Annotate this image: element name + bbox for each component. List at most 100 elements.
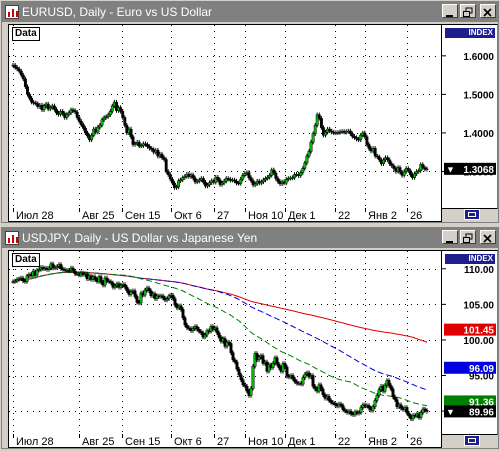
chart-window-icon[interactable] — [5, 5, 19, 19]
candle — [387, 378, 391, 388]
moving-average-line — [12, 271, 428, 343]
candle — [48, 105, 52, 112]
scale-toggle-button[interactable] — [464, 209, 480, 220]
candle — [165, 296, 169, 303]
svg-text:91.36: 91.36 — [469, 397, 494, 408]
price-badge: ▼ 1.3068 — [444, 162, 496, 176]
candle — [143, 287, 147, 298]
candle — [160, 151, 164, 160]
candle — [115, 99, 118, 113]
time-tick-label: Сен 15 — [125, 436, 160, 448]
candle — [253, 181, 257, 188]
restore-button[interactable] — [460, 230, 476, 244]
candle — [135, 294, 139, 305]
candle — [75, 109, 79, 120]
candle — [389, 383, 393, 392]
candle — [276, 176, 280, 184]
data-label[interactable]: Data — [12, 253, 40, 267]
candle — [110, 103, 114, 114]
candle — [375, 393, 379, 403]
candle — [167, 293, 171, 301]
candle — [343, 407, 347, 414]
candle — [255, 351, 259, 363]
time-tick-label: 27 — [217, 210, 229, 222]
candle — [357, 410, 361, 416]
candle — [25, 273, 29, 284]
candle — [185, 322, 189, 331]
candle — [181, 175, 185, 183]
candle — [208, 180, 212, 188]
candle — [121, 109, 125, 120]
candle — [349, 408, 353, 417]
candle — [191, 172, 195, 181]
candle — [203, 332, 207, 340]
candle — [23, 76, 27, 89]
candle — [245, 384, 249, 394]
time-tick-label: Янв 2 — [368, 210, 397, 222]
window-title-bar[interactable]: USDJPY, Daily - US Dollar vs Japanese Ye… — [2, 228, 498, 248]
time-axis[interactable]: Июл 28 Авг 25 Сен 15 Окт 6 27 Ноя 10 Дек 1 22 Ян… — [8, 434, 442, 448]
candle — [319, 116, 323, 130]
candle — [181, 307, 185, 321]
candle — [241, 377, 245, 387]
candle — [224, 176, 228, 184]
candle — [15, 65, 19, 72]
candle — [26, 84, 29, 97]
candle — [106, 112, 110, 119]
price-axis[interactable]: 110.00105.00100.0095.0090.00101.4596.099… — [442, 250, 498, 435]
candle — [313, 384, 317, 392]
candle — [32, 99, 36, 106]
price-plot-area[interactable]: Data — [8, 250, 442, 435]
candle — [423, 406, 427, 413]
candle — [164, 157, 168, 174]
candle — [264, 176, 267, 183]
data-label[interactable]: Data — [12, 27, 40, 41]
candle — [309, 139, 313, 154]
minimize-button[interactable] — [442, 230, 458, 244]
price-tick-label: 1.6000 — [463, 52, 494, 63]
candle — [363, 130, 367, 139]
time-tick-label: Окт 6 — [174, 210, 202, 222]
candle — [333, 401, 337, 407]
candle — [146, 142, 149, 149]
candle — [149, 288, 153, 298]
candle — [239, 372, 243, 382]
close-button[interactable] — [480, 230, 496, 244]
minimize-icon — [446, 241, 453, 243]
minimize-button[interactable] — [442, 4, 458, 18]
candle — [21, 275, 25, 284]
candle — [199, 329, 203, 335]
candle — [407, 411, 411, 419]
restore-button[interactable] — [460, 4, 476, 18]
candle — [293, 376, 297, 385]
time-axis[interactable]: Июл 28 Авг 25 Сен 15 Окт 6 27 Ноя 10 Дек 1 22 Ян… — [8, 208, 442, 222]
moving-average-line — [12, 271, 428, 407]
candle — [391, 386, 395, 400]
scale-toggle-button[interactable] — [464, 435, 480, 446]
candle — [98, 123, 102, 130]
candle — [144, 141, 147, 147]
close-button[interactable] — [480, 4, 496, 18]
candle — [183, 315, 187, 328]
index-badge[interactable]: INDEX — [445, 28, 495, 38]
candle — [235, 359, 239, 372]
candle — [13, 62, 17, 70]
candle — [341, 403, 345, 412]
candle — [235, 178, 238, 186]
window-title-bar[interactable]: EURUSD, Daily - Euro vs US Dollar — [2, 2, 498, 22]
candle — [290, 175, 294, 181]
candle — [339, 401, 343, 408]
index-badge[interactable]: INDEX — [445, 254, 495, 264]
candle — [377, 154, 381, 163]
candle — [359, 405, 363, 415]
last-price-marker-icon: ▼ — [446, 164, 455, 174]
candle — [367, 403, 371, 411]
candle — [69, 107, 73, 116]
chart-window-icon[interactable] — [5, 231, 19, 245]
candle — [241, 173, 245, 182]
price-plot-area[interactable]: Data Data — [8, 24, 442, 209]
candle — [197, 177, 201, 184]
candle — [239, 176, 243, 186]
candle — [71, 107, 75, 113]
